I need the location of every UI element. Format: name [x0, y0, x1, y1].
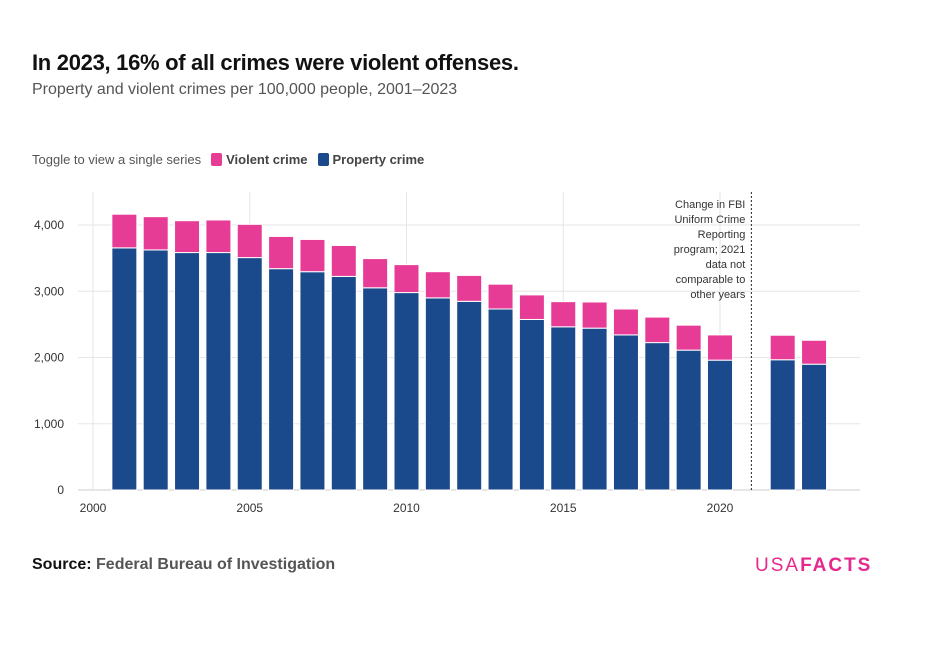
bar-property-2018	[644, 342, 671, 491]
legend-prompt: Toggle to view a single series	[32, 152, 202, 167]
bar-violent-2002	[142, 216, 169, 251]
bar-property-2001	[111, 247, 138, 491]
bar-property-2014	[518, 318, 545, 491]
x-tick-label: 2010	[393, 501, 420, 515]
y-tick-label: 1,000	[34, 417, 64, 431]
bar-violent-2020	[707, 334, 733, 361]
source-label: Source:	[32, 556, 92, 573]
y-tick-label: 3,000	[34, 284, 64, 298]
bar-violent-2023	[801, 339, 828, 365]
y-tick-label: 4,000	[34, 218, 64, 232]
bar-violent-2013	[487, 283, 514, 310]
bar-violent-2017	[612, 308, 639, 336]
annotation-line: Uniform Crime	[674, 214, 745, 226]
x-tick-label: 2020	[707, 501, 734, 515]
bar-property-2002	[142, 249, 169, 491]
bar-property-2009	[362, 287, 389, 491]
legend-toggle-violent[interactable]: Violent crime	[211, 152, 308, 167]
bar-violent-2022	[769, 334, 796, 361]
annotation-line: other years	[690, 289, 746, 301]
bar-property-2003	[174, 252, 201, 491]
bar-violent-2012	[456, 274, 483, 302]
annotation-line: data not	[706, 259, 746, 271]
bar-property-2017	[612, 334, 639, 491]
bar-violent-2004	[205, 219, 232, 254]
source-text: Federal Bureau of Investigation	[96, 556, 336, 573]
legend-toggle-property[interactable]: Property crime	[317, 152, 425, 167]
x-tick-label: 2005	[236, 501, 263, 515]
bar-property-2007	[299, 271, 326, 491]
source: Source: Federal Bureau of Investigation	[32, 556, 335, 574]
annotation-line: Change in FBI	[675, 199, 745, 211]
x-tick-label: 2015	[550, 501, 577, 515]
bar-property-2020	[707, 359, 733, 491]
logo-usa: USA	[755, 555, 801, 576]
bar-violent-2003	[174, 220, 201, 254]
annotation-line: comparable to	[676, 274, 746, 286]
logo-facts: FACTS	[800, 555, 873, 576]
bar-violent-2001	[111, 213, 138, 249]
bar-property-2022	[769, 359, 796, 491]
x-tick-label: 2000	[80, 501, 107, 515]
annotation-line: Reporting	[698, 229, 746, 241]
bar-violent-2009	[362, 258, 389, 289]
bar-violent-2007	[299, 238, 326, 273]
bar-violent-2010	[393, 264, 420, 294]
legend-label-violent: Violent crime	[226, 152, 308, 167]
legend: Toggle to view a single series Violent c…	[32, 152, 424, 167]
bar-property-2008	[330, 275, 357, 491]
bar-property-2006	[268, 268, 295, 491]
bar-violent-2014	[518, 294, 545, 320]
bar-property-2011	[424, 297, 451, 491]
bar-violent-2016	[581, 301, 608, 329]
bar-violent-2015	[550, 301, 577, 328]
chart-title: In 2023, 16% of all crimes were violent …	[32, 50, 519, 75]
bar-property-2004	[205, 252, 232, 491]
bar-property-2005	[236, 257, 263, 491]
bar-violent-2018	[644, 316, 671, 344]
bar-violent-2019	[675, 324, 702, 351]
bar-violent-2008	[330, 244, 357, 277]
legend-label-property: Property crime	[332, 152, 425, 167]
violent-swatch	[211, 153, 223, 166]
bar-property-2023	[801, 363, 828, 491]
bar-property-2019	[675, 349, 702, 491]
bar-property-2016	[581, 327, 608, 491]
chart-subtitle: Property and violent crimes per 100,000 …	[32, 81, 458, 98]
bar-property-2013	[487, 308, 514, 491]
annotation-line: program; 2021	[674, 244, 746, 256]
bar-property-2012	[456, 300, 483, 491]
property-swatch	[317, 153, 329, 166]
bar-property-2015	[550, 326, 577, 491]
y-tick-label: 2,000	[34, 351, 64, 365]
bar-violent-2006	[268, 235, 295, 270]
y-tick-label: 0	[57, 483, 64, 497]
usafacts-logo[interactable]: USAFACTS	[755, 555, 872, 577]
bar-violent-2005	[236, 223, 263, 259]
bar-violent-2011	[424, 271, 451, 299]
bar-property-2010	[393, 292, 420, 491]
